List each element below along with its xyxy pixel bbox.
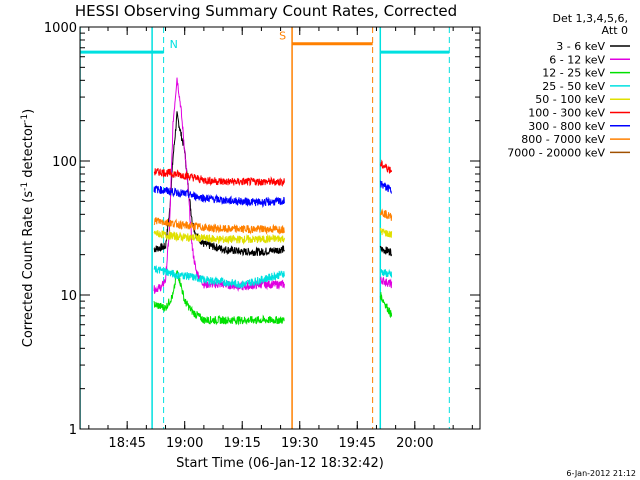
- x-tick-label: 20:00: [396, 436, 433, 451]
- legend-entry-label: 3 - 6 keV: [556, 40, 605, 53]
- series-line: [153, 270, 285, 326]
- marker-label: S: [279, 30, 286, 43]
- legend-header-line2: Att 0: [602, 24, 628, 37]
- series-line: [379, 245, 393, 257]
- chart-title: HESSI Observing Summary Count Rates, Cor…: [75, 2, 457, 20]
- x-tick-label: 19:30: [281, 436, 318, 451]
- x-tick-label: 19:00: [166, 436, 203, 451]
- legend-entry-label: 50 - 100 keV: [535, 93, 605, 106]
- y-tick-label: 1: [69, 423, 77, 438]
- series-line: [153, 265, 285, 290]
- series-line: [379, 208, 393, 221]
- y-tick-label: 1000: [44, 21, 77, 36]
- legend-entry-label: 800 - 7000 keV: [521, 133, 605, 146]
- x-axis-ticks: 18:45 19:00 19:15 19:30 19:45 20:00: [88, 27, 473, 451]
- data-series: [153, 77, 393, 326]
- series-line: [380, 276, 393, 289]
- legend-header-line1: Det 1,3,4,5,6,: [552, 12, 628, 25]
- x-axis-label: Start Time (06-Jan-12 18:32:42): [176, 456, 384, 471]
- series-line: [153, 168, 285, 187]
- y-axis-label: Corrected Count Rate (s-1 detector-1): [20, 109, 36, 347]
- x-tick-label: 19:15: [223, 436, 260, 451]
- series-line: [379, 180, 393, 194]
- y-tick-label: 100: [52, 155, 77, 170]
- legend-entry-label: 25 - 50 keV: [542, 80, 605, 93]
- series-line: [153, 185, 285, 208]
- date-stamp: 6-Jan-2012 21:12: [566, 469, 636, 478]
- series-line: [153, 111, 285, 257]
- plot-frame: [79, 26, 481, 430]
- legend-entry-label: 6 - 12 keV: [549, 53, 605, 66]
- x-tick-label: 19:45: [339, 436, 376, 451]
- series-line: [379, 268, 393, 278]
- legend-entry-label: 100 - 300 keV: [528, 107, 605, 120]
- x-tick-label: 18:45: [108, 436, 145, 451]
- y-tick-label: 10: [60, 289, 77, 304]
- legend-entry-label: 300 - 800 keV: [528, 120, 605, 133]
- series-line: [153, 217, 285, 235]
- series-line: [379, 292, 393, 319]
- series-line: [379, 227, 393, 238]
- series-line: [153, 229, 285, 245]
- legend-entry-label: 12 - 25 keV: [542, 67, 605, 80]
- marker-label: N: [170, 38, 178, 51]
- y-axis-ticks: 1 10 100 1000: [44, 21, 480, 438]
- series-line: [379, 159, 393, 175]
- legend-entry-label: 7000 - 20000 keV: [507, 146, 605, 159]
